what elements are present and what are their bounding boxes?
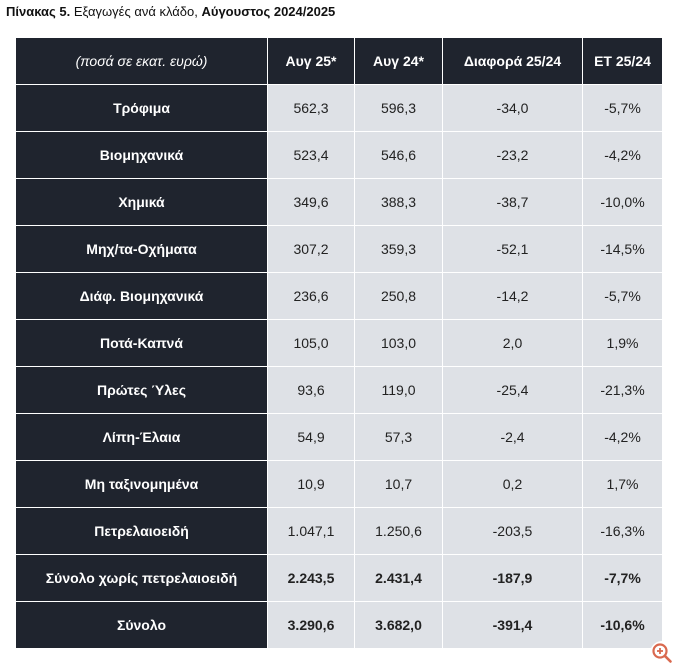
table-cell: 562,3	[267, 84, 355, 132]
table-row: Πρώτες Ύλες 93,6 119,0 -25,4 -21,3%	[15, 366, 663, 414]
table-cell: 349,6	[267, 178, 355, 226]
table-body: Τρόφιμα 562,3 596,3 -34,0 -5,7% Βιομηχανικά 52…	[15, 84, 663, 649]
column-header: Διαφορά 25/24	[442, 37, 583, 85]
caption-text: Εξαγωγές ανά κλάδο,	[70, 4, 202, 19]
caption-period: Αύγουστος 2024/2025	[201, 4, 336, 19]
table-cell: 307,2	[267, 225, 355, 273]
table-cell: 105,0	[267, 319, 355, 367]
table-cell: -5,7%	[582, 84, 663, 132]
table-cell: 1,9%	[582, 319, 663, 367]
row-label: Χημικά	[15, 178, 268, 226]
table-header: (ποσά σε εκατ. ευρώ) Αυγ 25* Αυγ 24* Διαφορ…	[15, 37, 663, 85]
table-cell: 3.682,0	[354, 601, 443, 649]
table-cell: 1.047,1	[267, 507, 355, 555]
table-cell: -52,1	[442, 225, 583, 273]
table-cell: 1,7%	[582, 460, 663, 508]
zoom-in-icon	[652, 643, 672, 663]
table-cell: 10,7	[354, 460, 443, 508]
table-cell: -4,2%	[582, 131, 663, 179]
table-cell: 250,8	[354, 272, 443, 320]
table-row: Πετρελαιοειδή 1.047,1 1.250,6 -203,5 -16,3%	[15, 507, 663, 555]
table-cell: -2,4	[442, 413, 583, 461]
row-label: Σύνολο	[15, 601, 268, 649]
table-cell: 93,6	[267, 366, 355, 414]
table-cell: 236,6	[267, 272, 355, 320]
column-header-units: (ποσά σε εκατ. ευρώ)	[15, 37, 268, 85]
row-label: Διάφ. Βιομηχανικά	[15, 272, 268, 320]
column-header: Αυγ 24*	[354, 37, 443, 85]
table-cell: -10,6%	[582, 601, 663, 649]
row-label: Πετρελαιοειδή	[15, 507, 268, 555]
table-cell: 119,0	[354, 366, 443, 414]
table-cell: 103,0	[354, 319, 443, 367]
exports-table: (ποσά σε εκατ. ευρώ) Αυγ 25* Αυγ 24* Διαφορ…	[15, 37, 663, 649]
table-row: Ποτά-Καπνά 105,0 103,0 2,0 1,9%	[15, 319, 663, 367]
table-cell: 546,6	[354, 131, 443, 179]
exports-table-container: (ποσά σε εκατ. ευρώ) Αυγ 25* Αυγ 24* Διαφορ…	[15, 37, 663, 649]
table-cell: -16,3%	[582, 507, 663, 555]
table-cell: 57,3	[354, 413, 443, 461]
table-row: Λίπη-Έλαια 54,9 57,3 -2,4 -4,2%	[15, 413, 663, 461]
table-cell: 2.431,4	[354, 554, 443, 602]
table-cell: -187,9	[442, 554, 583, 602]
column-header: ΕΤ 25/24	[582, 37, 663, 85]
table-row: Διάφ. Βιομηχανικά 236,6 250,8 -14,2 -5,7%	[15, 272, 663, 320]
table-cell: -34,0	[442, 84, 583, 132]
table-cell: -25,4	[442, 366, 583, 414]
table-row: Μηχ/τα-Οχήματα 307,2 359,3 -52,1 -14,5%	[15, 225, 663, 273]
table-cell: 54,9	[267, 413, 355, 461]
table-row: Χημικά 349,6 388,3 -38,7 -10,0%	[15, 178, 663, 226]
row-label: Λίπη-Έλαια	[15, 413, 268, 461]
table-cell: -14,2	[442, 272, 583, 320]
table-cell: -38,7	[442, 178, 583, 226]
row-label: Πρώτες Ύλες	[15, 366, 268, 414]
table-cell: -203,5	[442, 507, 583, 555]
row-label: Βιομηχανικά	[15, 131, 268, 179]
table-cell: -5,7%	[582, 272, 663, 320]
table-cell: -23,2	[442, 131, 583, 179]
table-caption: Πίνακας 5. Εξαγωγές ανά κλάδο, Αύγουστος…	[6, 4, 335, 19]
table-row: Μη ταξινομημένα 10,9 10,7 0,2 1,7%	[15, 460, 663, 508]
table-row: Σύνολο χωρίς πετρελαιοειδή 2.243,5 2.431,4…	[15, 554, 663, 602]
table-cell: 3.290,6	[267, 601, 355, 649]
table-row: Βιομηχανικά 523,4 546,6 -23,2 -4,2%	[15, 131, 663, 179]
table-cell: 523,4	[267, 131, 355, 179]
column-header: Αυγ 25*	[267, 37, 355, 85]
table-cell: -10,0%	[582, 178, 663, 226]
table-cell: 596,3	[354, 84, 443, 132]
table-cell: -7,7%	[582, 554, 663, 602]
row-label: Ποτά-Καπνά	[15, 319, 268, 367]
caption-prefix: Πίνακας 5.	[6, 4, 71, 19]
table-cell: 2,0	[442, 319, 583, 367]
row-label: Σύνολο χωρίς πετρελαιοειδή	[15, 554, 268, 602]
table-cell: -21,3%	[582, 366, 663, 414]
table-row: Σύνολο 3.290,6 3.682,0 -391,4 -10,6%	[15, 601, 663, 649]
table-cell: 10,9	[267, 460, 355, 508]
row-label: Μη ταξινομημένα	[15, 460, 268, 508]
table-cell: -4,2%	[582, 413, 663, 461]
table-cell: -391,4	[442, 601, 583, 649]
table-cell: -14,5%	[582, 225, 663, 273]
table-cell: 2.243,5	[267, 554, 355, 602]
zoom-button[interactable]	[650, 641, 674, 665]
table-cell: 1.250,6	[354, 507, 443, 555]
row-label: Μηχ/τα-Οχήματα	[15, 225, 268, 273]
row-label: Τρόφιμα	[15, 84, 268, 132]
table-cell: 359,3	[354, 225, 443, 273]
header-row: (ποσά σε εκατ. ευρώ) Αυγ 25* Αυγ 24* Διαφορ…	[15, 37, 663, 85]
table-cell: 388,3	[354, 178, 443, 226]
table-cell: 0,2	[442, 460, 583, 508]
table-row: Τρόφιμα 562,3 596,3 -34,0 -5,7%	[15, 84, 663, 132]
